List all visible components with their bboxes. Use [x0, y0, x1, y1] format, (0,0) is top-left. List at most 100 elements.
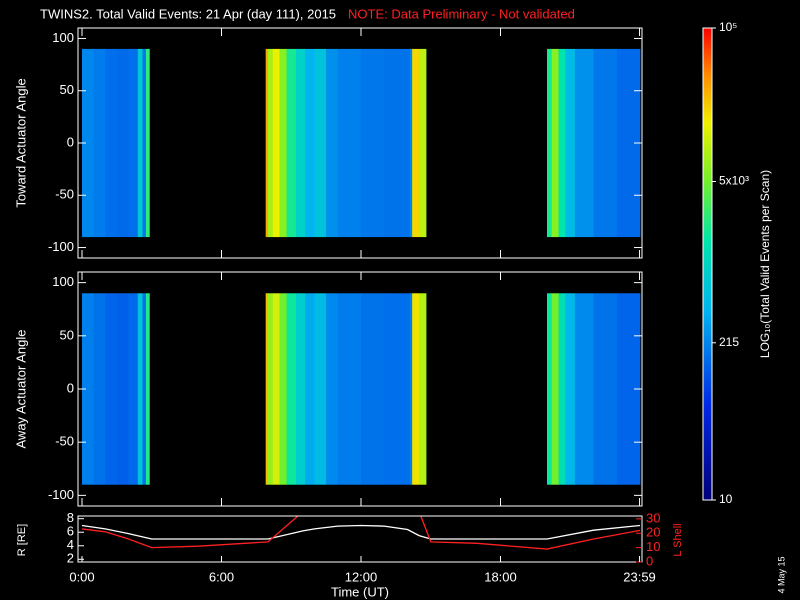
x-tick-label: 18:00: [484, 569, 517, 584]
heat-cell: [412, 48, 420, 238]
heat-cell: [268, 293, 273, 485]
heat-cell: [361, 48, 385, 238]
heat-cell: [314, 48, 327, 238]
y2-tick-label: 20: [646, 525, 660, 540]
heat-cell: [337, 48, 362, 238]
heat-cell: [82, 48, 94, 238]
y-tick-label: 6: [67, 524, 74, 539]
heat-cell: [305, 293, 315, 485]
heat-cell: [265, 48, 269, 238]
heat-cell: [574, 48, 594, 238]
heat-cell: [384, 293, 411, 485]
heat-cell: [295, 293, 306, 485]
y2-tick-label: 30: [646, 510, 660, 525]
heat-cell: [593, 48, 618, 238]
x-tick-label: 6:00: [209, 569, 234, 584]
heat-cell: [272, 293, 280, 485]
heat-cell: [279, 293, 287, 485]
x-axis-label: Time (UT): [331, 584, 389, 599]
heat-cell: [337, 293, 362, 485]
heat-cell: [145, 293, 150, 485]
heat-cell: [93, 48, 106, 238]
y2-tick-label: 10: [646, 539, 660, 554]
y-tick-label: 0: [67, 134, 74, 149]
heat-cell: [105, 48, 118, 238]
y-tick-label: 0: [67, 380, 74, 395]
heat-cell: [82, 293, 94, 485]
colorbar-tick-label: 5x10³: [719, 174, 749, 188]
heat-cell: [286, 293, 297, 485]
heat-cell: [409, 48, 413, 238]
heat-cell: [142, 293, 147, 485]
heat-cell: [116, 48, 129, 238]
heat-cell: [551, 293, 559, 485]
x-tick-label: 23:59: [623, 569, 656, 584]
heat-cell: [268, 48, 273, 238]
heat-cell: [574, 293, 594, 485]
note: NOTE: Data Preliminary - Not validated: [348, 6, 575, 21]
series-line: [81, 516, 641, 550]
colorbar: [702, 27, 713, 501]
heat-cell: [279, 48, 287, 238]
colorbar-tick-label: 10⁵: [719, 20, 737, 34]
y-tick-label: 4: [67, 537, 74, 552]
heat-cell: [116, 293, 129, 485]
heat-cell: [142, 48, 147, 238]
heat-cell: [616, 48, 641, 238]
y-axis-label: R [RE]: [16, 524, 28, 556]
y2-axis-label: L Shell: [672, 523, 684, 556]
heat-cell: [314, 293, 327, 485]
heat-cell: [558, 48, 566, 238]
heat-cell: [593, 293, 618, 485]
y-tick-label: 50: [60, 82, 74, 97]
heat-cell: [305, 48, 315, 238]
colorbar-tick-label: 215: [719, 335, 739, 349]
heat-cell: [145, 48, 150, 238]
heat-cell: [419, 293, 427, 485]
y-axis-label: Away Actuator Angle: [13, 329, 28, 448]
heat-cell: [565, 293, 576, 485]
heat-cell: [128, 48, 139, 238]
y2-tick-label: 0: [646, 553, 653, 568]
y-tick-label: -50: [55, 187, 74, 202]
y-tick-label: 2: [67, 551, 74, 566]
heat-cell: [326, 293, 339, 485]
y-tick-label: -100: [48, 487, 74, 502]
heat-cell: [551, 48, 559, 238]
colorbar-tick-label: 10: [719, 492, 733, 506]
heat-cell: [286, 48, 297, 238]
y-tick-label: -100: [48, 239, 74, 254]
heat-cell: [412, 293, 420, 485]
series-line: [81, 524, 641, 540]
heat-cell: [616, 293, 641, 485]
heat-cell: [547, 48, 552, 238]
plot-frame: [77, 515, 643, 563]
heat-cell: [105, 293, 118, 485]
heat-cell: [272, 48, 280, 238]
heat-cell: [419, 48, 427, 238]
heat-cell: [558, 293, 566, 485]
heat-cell: [295, 48, 306, 238]
colorbar-label: LOG₁₀(Total Valid Events per Scan): [758, 170, 772, 358]
heat-cell: [409, 293, 413, 485]
chart-title: TWINS2. Total Valid Events: 21 Apr (day …: [40, 6, 336, 21]
y-axis-label: Toward Actuator Angle: [13, 78, 28, 207]
y-tick-label: -50: [55, 434, 74, 449]
heat-cell: [128, 293, 139, 485]
heat-cell: [93, 293, 106, 485]
y-tick-label: 50: [60, 327, 74, 342]
heat-cell: [326, 48, 339, 238]
y-tick-label: 8: [67, 510, 74, 525]
heat-cell: [137, 48, 143, 238]
heat-cell: [265, 293, 269, 485]
y-tick-label: 100: [52, 274, 74, 289]
x-tick-label: 0:00: [69, 569, 94, 584]
heat-cell: [137, 293, 143, 485]
heat-cell: [384, 48, 411, 238]
y-tick-label: 100: [52, 30, 74, 45]
date-stamp: 4 May 15: [776, 556, 786, 593]
heat-cell: [547, 293, 552, 485]
heat-cell: [565, 48, 576, 238]
x-tick-label: 12:00: [345, 569, 378, 584]
